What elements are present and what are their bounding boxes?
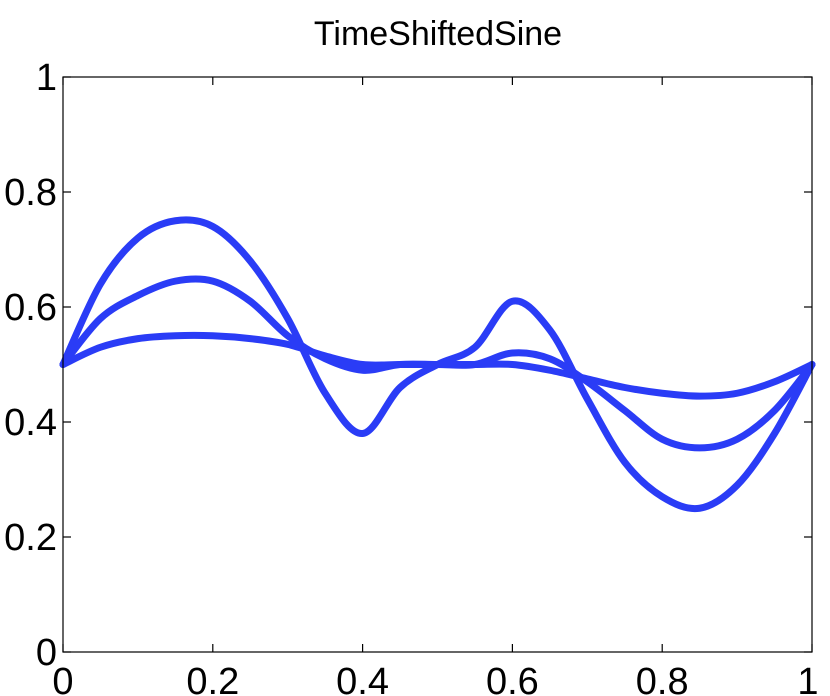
y-tick-label: 0.6 bbox=[4, 287, 57, 329]
x-tick-label: 1 bbox=[797, 661, 818, 696]
y-tick-label: 1 bbox=[36, 57, 57, 99]
series-layer bbox=[59, 216, 816, 513]
tick-layer: 0 0.2 0.4 0.6 0.8 1 0 0.2 0.4 0.6 0.8 1 bbox=[4, 57, 818, 696]
y-tick-label: 0.2 bbox=[4, 517, 57, 559]
y-tick-label: 0.4 bbox=[4, 402, 57, 444]
x-tick-label: 0 bbox=[52, 661, 73, 696]
x-tick-label: 0.6 bbox=[486, 661, 539, 696]
x-tick-label: 0.4 bbox=[336, 661, 389, 696]
series-line-3 bbox=[59, 331, 816, 400]
x-tick-label: 0.2 bbox=[186, 661, 239, 696]
y-tick-label: 0 bbox=[36, 632, 57, 674]
plot-area bbox=[62, 76, 813, 653]
chart-title: TimeShiftedSine bbox=[314, 15, 562, 53]
x-tick-label: 0.8 bbox=[636, 661, 689, 696]
y-tick-label: 0.8 bbox=[4, 172, 57, 214]
